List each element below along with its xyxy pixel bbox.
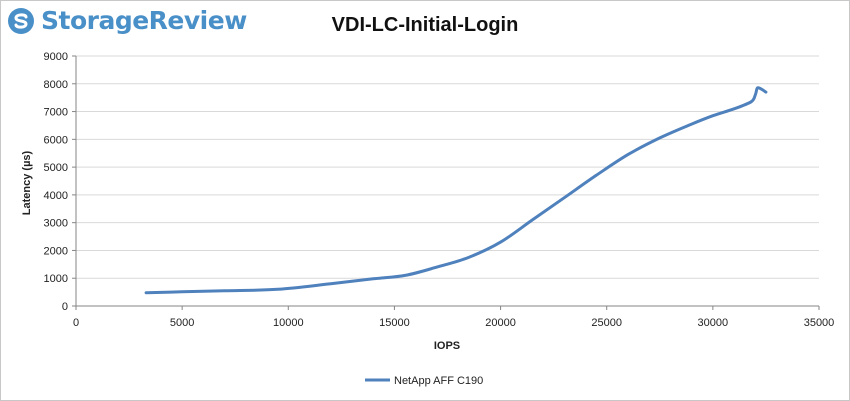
x-tick-label: 35000 bbox=[804, 317, 835, 329]
y-tick-label: 1000 bbox=[44, 273, 68, 285]
x-tick-label: 10000 bbox=[273, 317, 304, 329]
y-tick-label: 6000 bbox=[44, 134, 68, 146]
chart-title: VDI-LC-Initial-Login bbox=[331, 14, 519, 36]
y-axis-label: Latency (µs) bbox=[21, 150, 33, 215]
gridlines bbox=[76, 55, 819, 279]
storagereview-logo-icon bbox=[8, 7, 34, 34]
axes bbox=[72, 55, 820, 310]
y-tick-label: 2000 bbox=[44, 245, 68, 257]
x-tick-label: 20000 bbox=[485, 317, 516, 329]
x-axis-label: IOPS bbox=[434, 340, 460, 352]
y-tick-label: 5000 bbox=[44, 162, 68, 174]
x-tick-label: 30000 bbox=[698, 317, 729, 329]
x-tick-label: 25000 bbox=[591, 317, 622, 329]
y-tick-label: 0 bbox=[62, 301, 68, 313]
y-tick-label: 3000 bbox=[44, 218, 68, 230]
x-tick-labels: 0 5000 10000 15000 20000 25000 30000 35000 bbox=[73, 317, 834, 329]
legend-label: NetApp AFF C190 bbox=[394, 375, 483, 387]
x-tick-label: 0 bbox=[73, 317, 79, 329]
legend: NetApp AFF C190 bbox=[365, 375, 483, 387]
brand-logo: StorageReview bbox=[7, 6, 247, 35]
y-tick-label: 7000 bbox=[44, 107, 68, 119]
y-tick-label: 4000 bbox=[44, 190, 68, 202]
y-tick-labels: 0 1000 2000 3000 4000 5000 6000 7000 8000 9000 bbox=[44, 51, 68, 313]
y-tick-label: 8000 bbox=[44, 79, 68, 91]
series-line-0 bbox=[144, 86, 768, 295]
series-group bbox=[144, 86, 768, 295]
brand-name: StorageReview bbox=[41, 6, 247, 35]
x-tick-label: 5000 bbox=[170, 317, 194, 329]
y-tick-label: 9000 bbox=[44, 51, 68, 63]
x-tick-label: 15000 bbox=[379, 317, 410, 329]
